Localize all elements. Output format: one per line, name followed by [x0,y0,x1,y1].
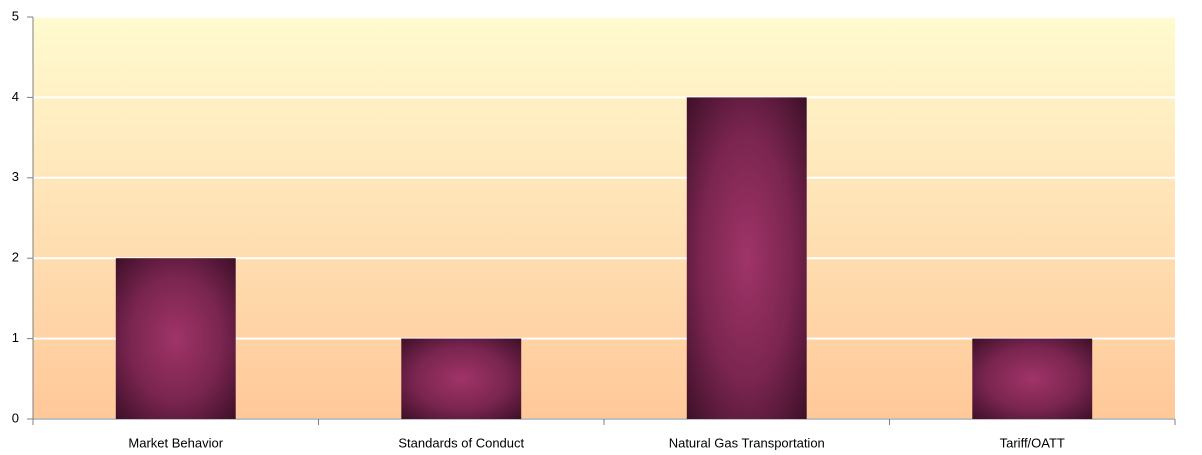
bar [972,338,1093,419]
y-tick-label: 2 [12,250,19,265]
y-tick-label: 1 [12,330,19,345]
y-tick-label: 3 [12,169,19,184]
bar [401,338,522,419]
x-tick-label: Standards of Conduct [398,435,524,450]
y-tick-label: 0 [12,410,19,425]
y-tick-label: 5 [12,8,19,23]
bar [686,97,807,420]
y-tick-label: 4 [12,89,19,104]
x-tick-label: Natural Gas Transportation [669,435,825,450]
x-tick-label: Market Behavior [128,435,223,450]
bar [115,258,236,419]
x-tick-label: Tariff/OATT [1000,435,1065,450]
